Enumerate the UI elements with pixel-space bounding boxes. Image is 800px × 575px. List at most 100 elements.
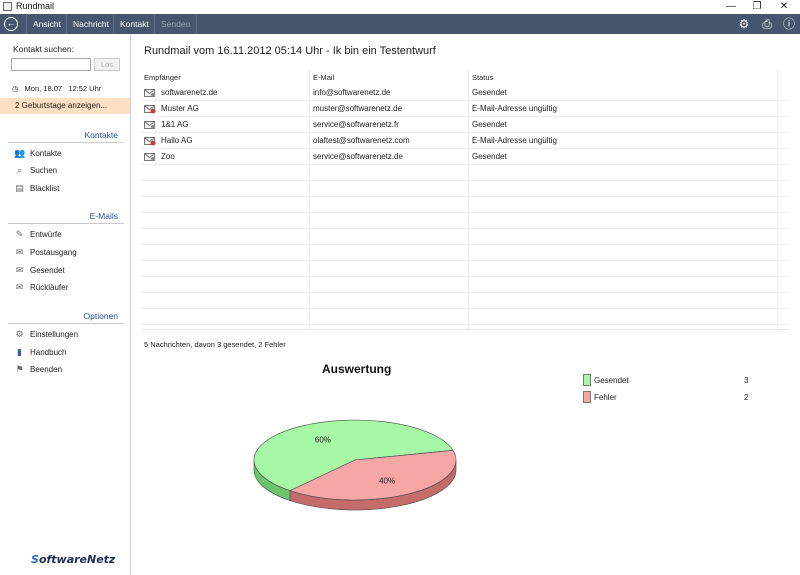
search-icon: ⌕ [16, 165, 23, 175]
outbox-icon: ✉ [15, 247, 24, 257]
section-title-emails: E-Mails [89, 211, 118, 221]
cell-email: olaftest@softwarenetz.com [313, 136, 410, 145]
empty-row [141, 261, 789, 277]
column-header-recipient[interactable]: Empfänger [144, 73, 181, 82]
sidebar-item-postausgang[interactable]: ✉ Postausgang [14, 245, 77, 259]
cell-email: service@softwarenetz.fr [313, 120, 399, 129]
cell-recipient: Hallo AG [161, 136, 193, 145]
table-row[interactable]: Zoo service@softwarenetz.de Gesendet [141, 149, 789, 165]
blacklist-icon: ▤ [15, 183, 24, 193]
legend-label: Gesendet [594, 376, 629, 385]
cell-recipient: softwarenetz.de [161, 88, 218, 97]
column-divider [777, 70, 778, 330]
empty-row [141, 229, 789, 245]
sidebar-item-gesendet[interactable]: ✉ Gesendet [14, 263, 65, 277]
section-title-kontakte: Kontakte [84, 130, 118, 140]
legend-value: 3 [744, 376, 749, 385]
pie-slice-fehler [289, 450, 457, 501]
back-icon[interactable]: ← [4, 17, 18, 31]
cell-recipient: Zoo [161, 152, 175, 161]
chart-title: Auswertung [322, 362, 392, 376]
birthday-notice[interactable]: 2 Geburtstage anzeigen... [0, 98, 130, 114]
bounced-icon: ✉ [15, 282, 24, 292]
cell-email: service@softwarenetz.de [313, 152, 403, 161]
empty-row [141, 309, 789, 325]
legend-item-fehler: Fehler 2 [583, 391, 753, 404]
sidebar-item-beenden[interactable]: ⚑ Beenden [14, 362, 62, 376]
restore-button[interactable]: ❐ [752, 1, 762, 12]
window-titlebar: Rundmail — ❐ ✕ [0, 0, 800, 14]
cell-status: Gesendet [472, 120, 507, 129]
cell-recipient: Muster AG [161, 104, 199, 113]
legend-label: Fehler [594, 393, 617, 402]
sidebar-item-label: Blacklist [30, 184, 60, 193]
app-icon [3, 2, 12, 11]
sidebar-item-label: Kontakte [30, 149, 62, 158]
printer-icon[interactable]: ⎙ [762, 17, 772, 31]
drafts-icon: ✎ [15, 229, 24, 239]
cell-recipient: 1&1 AG [161, 120, 189, 129]
sidebar: Kontakt suchen: Los ◷ Mon, 18.07 12:52 Uh… [0, 34, 131, 575]
main-content: Rundmail vom 16.11.2012 05:14 Uhr - Ik b… [132, 34, 800, 575]
sidebar-item-label: Beenden [30, 365, 63, 374]
empty-row [141, 165, 789, 181]
legend-item-gesendet: Gesendet 3 [583, 374, 753, 387]
manual-icon: ▮ [17, 347, 22, 357]
pie-slice-label: 60% [315, 436, 331, 445]
info-icon[interactable]: ⓘ [782, 17, 795, 31]
sidebar-item-label: Rückläufer [30, 283, 69, 292]
section-divider [8, 223, 124, 224]
column-divider [309, 70, 310, 330]
cell-status: E-Mail-Adresse ungültig [472, 136, 557, 145]
envelope-sent-icon [144, 153, 155, 161]
pie-side-fehler [289, 459, 457, 511]
sidebar-item-entwuerfe[interactable]: ✎ Entwürfe [14, 227, 62, 241]
cell-email: info@softwarenetz.de [313, 88, 391, 97]
contact-search-label: Kontakt suchen: [13, 44, 74, 54]
empty-row [141, 277, 789, 293]
legend-swatch [583, 374, 591, 386]
legend-value: 2 [744, 393, 749, 402]
table-row[interactable]: 1&1 AG service@softwarenetz.fr Gesendet [141, 117, 789, 133]
table-row[interactable]: Hallo AG olaftest@softwarenetz.com E-Mail-… [141, 133, 789, 149]
sidebar-item-blacklist[interactable]: ▤ Blacklist [14, 181, 59, 195]
column-header-email[interactable]: E-Mail [313, 73, 335, 82]
close-button[interactable]: ✕ [779, 1, 789, 12]
table-row[interactable]: softwarenetz.de info@softwarenetz.de Gesen… [141, 85, 789, 101]
contacts-icon: 👥 [14, 148, 26, 158]
column-header-status[interactable]: Status [472, 73, 494, 82]
empty-row [141, 245, 789, 261]
envelope-sent-icon [144, 89, 155, 97]
clock-icon: ◷ [12, 84, 19, 93]
minimize-button[interactable]: — [726, 1, 736, 12]
envelope-error-icon [144, 105, 156, 114]
menu-nachricht[interactable]: Nachricht [66, 14, 115, 34]
menu-kontakt[interactable]: Kontakt [113, 14, 155, 34]
gear-icon[interactable]: ⚙ [738, 17, 750, 31]
table-row[interactable]: Muster AG muster@softwarenetz.de E-Mail-Ad… [141, 101, 789, 117]
envelope-sent-icon [144, 121, 155, 129]
sidebar-item-label: Suchen [30, 166, 58, 175]
empty-row [141, 181, 789, 197]
pie-slice-label: 40% [379, 476, 395, 485]
date-time-text: Mon, 18.07 12:52 Uhr [24, 84, 102, 93]
menu-ansicht[interactable]: Ansicht [26, 14, 67, 34]
menu-senden[interactable]: Senden [154, 14, 198, 34]
contact-search-input[interactable] [11, 58, 91, 71]
window-title: Rundmail [16, 1, 55, 11]
section-title-optionen: Optionen [83, 311, 119, 321]
sidebar-item-kontakte[interactable]: 👥 Kontakte [14, 146, 62, 160]
legend-swatch [583, 391, 591, 403]
sidebar-item-einstellungen[interactable]: ⚙ Einstellungen [14, 327, 78, 341]
pie-side-gesendet [253, 459, 291, 502]
section-divider [8, 142, 124, 143]
sidebar-item-ruecklaeufer[interactable]: ✉ Rückläufer [14, 280, 69, 294]
exit-icon: ⚑ [15, 364, 24, 374]
date-time: ◷ Mon, 18.07 12:52 Uhr [12, 84, 101, 93]
sidebar-item-handbuch[interactable]: ▮ Handbuch [14, 345, 66, 359]
summary-text: 5 Nachrichten, davon 3 gesendet, 2 Fehle… [144, 340, 286, 349]
search-go-button[interactable]: Los [94, 58, 120, 71]
sidebar-item-label: Entwürfe [30, 230, 62, 239]
sidebar-item-suchen[interactable]: ⌕ Suchen [14, 163, 57, 177]
empty-row [141, 293, 789, 309]
